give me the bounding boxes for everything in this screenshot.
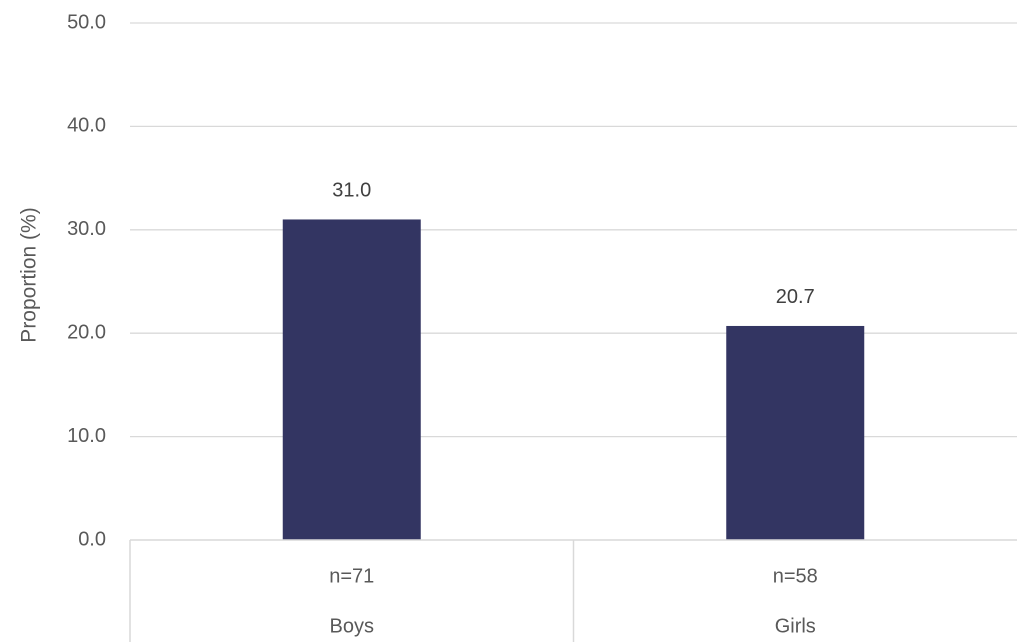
y-tick-label: 20.0 (67, 321, 106, 343)
category-sublabel: n=71 (329, 565, 374, 587)
category-label: Girls (775, 615, 816, 637)
y-tick-label: 50.0 (67, 11, 106, 33)
category-label: Boys (330, 615, 374, 637)
bar-boys (282, 219, 421, 540)
y-tick-label: 40.0 (67, 115, 106, 137)
y-axis-label: Proportion (%) (18, 207, 41, 342)
data-labels: 31.0 20.7 (332, 180, 814, 309)
y-tick-label: 30.0 (67, 218, 106, 240)
bars (282, 219, 865, 540)
data-label: 31.0 (332, 180, 371, 202)
x-axis: n=71 Boys n=58 Girls (129, 539, 1017, 642)
gridlines (130, 22, 1017, 438)
data-label: 20.7 (776, 286, 815, 308)
bar-girls (726, 325, 865, 540)
y-tick-label: 0.0 (78, 528, 106, 550)
category-sublabel: n=58 (773, 565, 818, 587)
y-axis-ticks: 0.0 10.0 20.0 30.0 40.0 50.0 (67, 11, 106, 550)
y-tick-label: 10.0 (67, 425, 106, 447)
